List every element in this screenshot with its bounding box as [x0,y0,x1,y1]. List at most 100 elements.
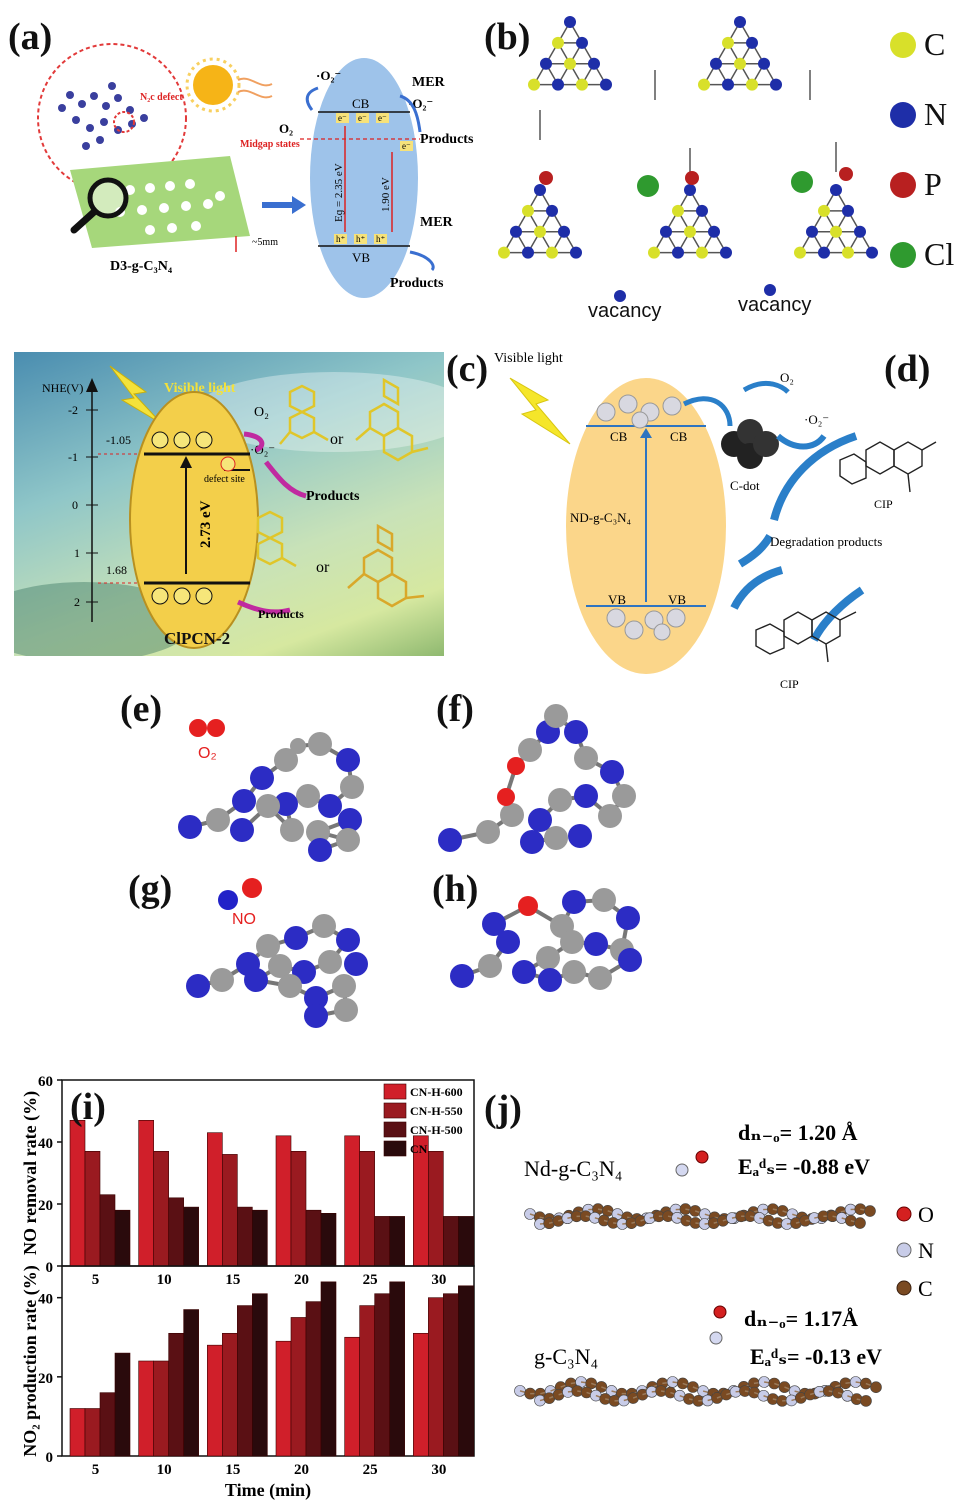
sample-label: D3-g-C₃N₄ [110,259,173,274]
bar [222,1332,238,1457]
svg-text:NO: NO [232,911,256,928]
atom [818,246,830,259]
bar [183,1206,199,1267]
panel-label-a: (a) [8,16,53,58]
atom [600,760,624,784]
clpcn-diagram: NHE(V) -2 -1 0 1 2 -1.05 1.68 Visible li… [14,365,444,656]
bar [222,1154,238,1267]
svg-text:Degradation products: Degradation products [770,534,882,549]
cip-molecule-2 [755,611,857,663]
bar [305,1301,322,1457]
atom [336,748,360,772]
bar [458,1216,474,1267]
legend-label-c: C [924,26,946,62]
svg-text:Products: Products [258,607,304,621]
legend-swatch [383,1083,407,1100]
top-energy: Eₐᵈₛ= -0.88 eV [738,1154,870,1179]
atom [482,912,506,936]
bar [168,1197,184,1267]
atom [720,246,732,259]
atom-models [178,704,642,1028]
bar [153,1360,169,1457]
svg-text:Eɡ = 2.35 eV: Eɡ = 2.35 eV [333,163,345,222]
legend-label: CN [410,1142,428,1156]
p-atom [839,167,853,181]
atom [534,225,546,238]
atom [344,952,368,976]
atom [758,57,770,70]
atom [540,57,552,70]
svg-text:Midgap states: Midgap states [240,139,300,150]
atom [186,974,210,998]
atom [478,954,502,978]
atom [854,1217,866,1229]
svg-text:O₂: O₂ [198,745,217,762]
bar [153,1151,169,1267]
svg-text:e⁻: e⁻ [338,113,347,123]
atom [318,794,342,818]
atom [616,906,640,930]
legend-label: CN-H-500 [410,1123,463,1137]
y-tick-label: 0 [46,1450,54,1466]
atom [230,818,254,842]
svg-text:1.90 eV: 1.90 eV [380,177,392,212]
bar [443,1293,459,1457]
vacancy-label-1: vacancy [588,300,662,322]
vacancy-marker [764,284,776,296]
atom [538,968,562,992]
atom [512,960,536,984]
atom [648,246,660,259]
svg-text:defect site: defect site [204,474,245,485]
svg-text:C-dot: C-dot [730,478,760,493]
x-tick-label: 30 [431,1462,446,1478]
atom [584,932,608,956]
cl-atom [791,171,813,193]
svg-text:·O₂⁻: ·O₂⁻ [316,68,341,83]
y-tick-label: 0 [46,1260,54,1276]
atom [564,57,576,70]
atom [522,246,534,259]
atom [280,818,304,842]
svg-text:-1.05: -1.05 [106,433,131,447]
svg-text:or: or [330,431,344,448]
atom [696,204,708,217]
bar [114,1352,131,1457]
atom [528,808,552,832]
p-atom [685,171,699,185]
panel-i: 0 20 40 60 5 10 15 20 25 30 NO removal rate (%) CN-… [0,1050,480,1504]
c-dot-icon [721,419,779,469]
panel-b: (b) C N P Cl vacancy vacancy [480,0,960,330]
x-tick-label: 20 [294,1272,309,1288]
svg-text:VB: VB [352,250,370,265]
svg-text:CB: CB [670,429,688,444]
atom [770,78,782,91]
svg-text:·O₂⁻: ·O₂⁻ [250,442,275,457]
atom [672,204,684,217]
atom [544,826,568,850]
bar [237,1206,253,1267]
svg-text:-1: -1 [68,450,78,464]
x-tick-label: 10 [157,1272,172,1288]
arrow-icon [292,196,306,214]
atom [338,808,362,832]
atom [528,78,540,91]
dye-molecule-4 [347,523,425,608]
zoom-circle [37,43,187,193]
svg-text:O₂: O₂ [254,405,269,420]
atom [497,788,515,806]
legend-label: CN-H-550 [410,1104,463,1118]
atom [536,946,560,970]
atom [304,986,328,1010]
atom [548,788,572,812]
atom [562,890,586,914]
bar [99,1194,116,1267]
panel-j: (j) Nd-g-C₃N₄ dₙ₋ₒ= 1.20 Å Eₐᵈₛ= -0.88 e… [480,1050,960,1504]
atom [696,246,708,259]
atom [546,246,558,259]
atom [178,815,202,839]
atom [304,1004,328,1028]
svg-text:VB: VB [668,592,686,607]
svg-text:Products: Products [420,132,474,147]
svg-text:MER: MER [420,215,454,230]
bar [168,1332,184,1457]
